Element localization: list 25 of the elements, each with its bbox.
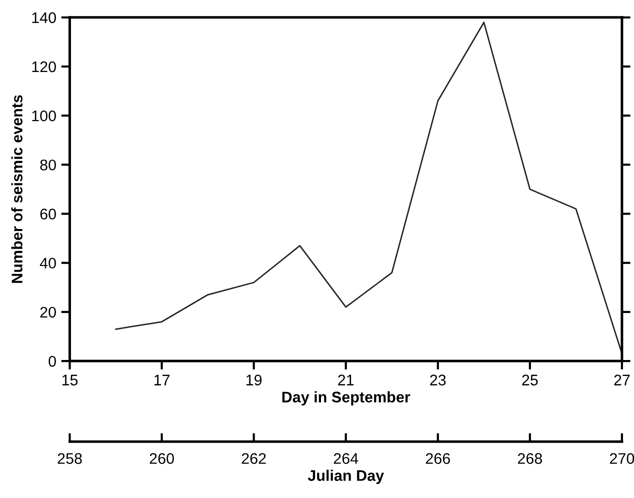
- y-axis-title: Number of seismic events: [11, 95, 22, 283]
- y-tick-label: 100: [32, 110, 56, 122]
- x2-tick-label: 262: [242, 453, 266, 464]
- x2-tick-label: 264: [334, 453, 358, 464]
- y-tick-label: 120: [32, 61, 56, 72]
- x-tick-label: 19: [246, 374, 262, 386]
- x-tick-label: 21: [338, 374, 354, 386]
- y-tick-label: 80: [40, 160, 56, 170]
- y-tick-label: 40: [40, 258, 56, 269]
- x2-tick-label: 260: [150, 453, 174, 464]
- x2-tick-label: 268: [518, 453, 542, 464]
- y-tick-label: 20: [40, 306, 56, 318]
- x2-tick-label: 270: [610, 453, 634, 464]
- x-tick-label: 27: [614, 374, 630, 386]
- x2-axis-title: Julian Day: [308, 470, 384, 484]
- x-tick-label: 17: [154, 374, 170, 386]
- y-tick-label: 140: [32, 12, 56, 24]
- x-tick-label: 15: [62, 374, 78, 386]
- x-tick-label: 25: [522, 374, 538, 386]
- y-tick-label: 60: [40, 208, 56, 220]
- y-tick-label: 0: [48, 356, 56, 367]
- x2-tick-label: 258: [58, 453, 82, 464]
- x-axis-title: Day in September: [282, 391, 410, 406]
- x2-tick-label: 266: [426, 453, 450, 464]
- x-tick-label: 23: [430, 374, 446, 386]
